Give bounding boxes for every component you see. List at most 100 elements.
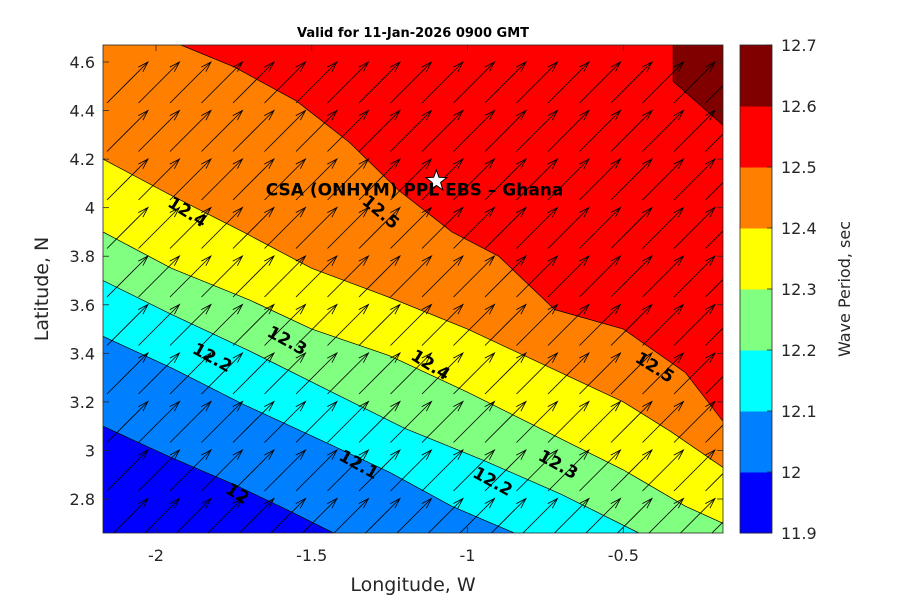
contour-line-12.6 <box>672 45 723 126</box>
contour-line-12.2 <box>103 280 640 533</box>
wave-arrow <box>516 400 559 443</box>
plot-frame <box>102 44 724 534</box>
wave-arrow <box>138 158 181 201</box>
wave-arrow <box>484 255 527 298</box>
wave-arrow <box>484 352 527 395</box>
y-tick-label: 4.4 <box>70 102 95 121</box>
wave-arrow <box>201 158 244 201</box>
wave-arrow <box>421 449 464 492</box>
wave-arrow <box>673 158 716 201</box>
wave-arrow <box>390 255 433 298</box>
wave-arrow <box>673 303 716 346</box>
wave-arrow <box>232 61 275 104</box>
wave-arrow <box>705 278 723 298</box>
wave-arrow <box>453 352 496 395</box>
wave-arrow <box>547 206 590 249</box>
colorbar-tick-label: 12.5 <box>781 158 817 177</box>
wave-arrow <box>547 449 590 492</box>
wave-arrow <box>169 449 212 492</box>
wave-arrow <box>642 109 685 152</box>
wave-arrow <box>295 206 338 249</box>
x-tick-label: -2 <box>148 546 164 565</box>
wave-arrow <box>264 449 307 492</box>
colorbar-swatch <box>740 167 772 229</box>
wave-arrow <box>106 158 149 201</box>
y-tick-label: 4.6 <box>70 53 95 72</box>
wave-arrow <box>610 158 653 201</box>
wave-arrow <box>579 61 622 104</box>
wave-arrow <box>673 61 716 104</box>
wave-arrow <box>547 400 590 443</box>
wave-arrow <box>610 449 653 492</box>
wave-arrow <box>421 303 464 346</box>
wave-arrow <box>169 61 212 104</box>
wave-arrow <box>453 255 496 298</box>
contour-line-12.1 <box>103 336 515 533</box>
wave-arrow <box>106 61 149 104</box>
wave-arrow <box>516 255 559 298</box>
wave-arrow <box>547 109 590 152</box>
wave-direction-arrows <box>106 61 723 533</box>
wave-arrow <box>169 352 212 395</box>
wave-arrow <box>484 61 527 104</box>
wave-arrow <box>201 61 244 104</box>
wave-arrow <box>642 61 685 104</box>
wave-arrow <box>673 255 716 298</box>
colorbar-swatch <box>740 106 772 168</box>
wave-arrow <box>453 400 496 443</box>
wave-arrow <box>327 400 370 443</box>
wave-arrow <box>421 352 464 395</box>
wave-arrow <box>358 352 401 395</box>
wave-arrow <box>138 109 181 152</box>
wave-arrow <box>642 400 685 443</box>
x-tick-label: -0.5 <box>608 546 639 565</box>
wave-arrow <box>484 109 527 152</box>
wave-arrow <box>106 449 149 492</box>
wave-arrow <box>106 400 149 443</box>
wave-arrow <box>295 109 338 152</box>
wave-arrow <box>232 400 275 443</box>
x-axis-ticks: -2 -1.5 -1 -0.5 <box>148 45 639 565</box>
wave-arrow <box>516 303 559 346</box>
wave-arrow <box>138 352 181 395</box>
wave-arrow <box>295 303 338 346</box>
wave-arrow <box>327 109 370 152</box>
wave-arrow <box>106 109 149 152</box>
wave-arrow <box>232 449 275 492</box>
wave-arrow <box>169 206 212 249</box>
wave-arrow <box>642 206 685 249</box>
wave-arrow <box>264 303 307 346</box>
wave-arrow <box>201 255 244 298</box>
colorbar-tick-label: 11.9 <box>781 524 817 543</box>
wave-arrow <box>516 61 559 104</box>
colorbar-tick-label: 12.3 <box>781 280 817 299</box>
wave-arrow <box>484 303 527 346</box>
wave-arrow <box>232 158 275 201</box>
wave-arrow <box>610 61 653 104</box>
wave-arrow <box>421 61 464 104</box>
wave-arrow <box>390 449 433 492</box>
site-annotation: CSA (ONHYM) PPL EBS – Ghana <box>266 181 564 201</box>
wave-arrow <box>484 158 527 201</box>
colorbar-tick-label: 12.6 <box>781 97 817 116</box>
wave-arrow <box>642 255 685 298</box>
band-above-12.5 <box>180 45 723 422</box>
wave-arrow <box>453 206 496 249</box>
colorbar-tick-label: 12 <box>781 463 801 482</box>
wave-arrow <box>106 206 149 249</box>
wave-arrow <box>295 400 338 443</box>
wave-arrow <box>579 109 622 152</box>
y-tick-label: 2.8 <box>70 490 95 509</box>
wave-arrow <box>610 400 653 443</box>
wave-arrow <box>421 109 464 152</box>
wave-arrow <box>453 449 496 492</box>
wave-arrow <box>453 109 496 152</box>
y-tick-label: 3 <box>85 441 95 460</box>
wave-arrow <box>138 61 181 104</box>
wave-arrow <box>169 255 212 298</box>
wave-arrow <box>421 206 464 249</box>
wave-arrow <box>232 352 275 395</box>
wave-arrow <box>201 206 244 249</box>
contour-bands <box>103 45 723 533</box>
wave-arrow <box>169 303 212 346</box>
